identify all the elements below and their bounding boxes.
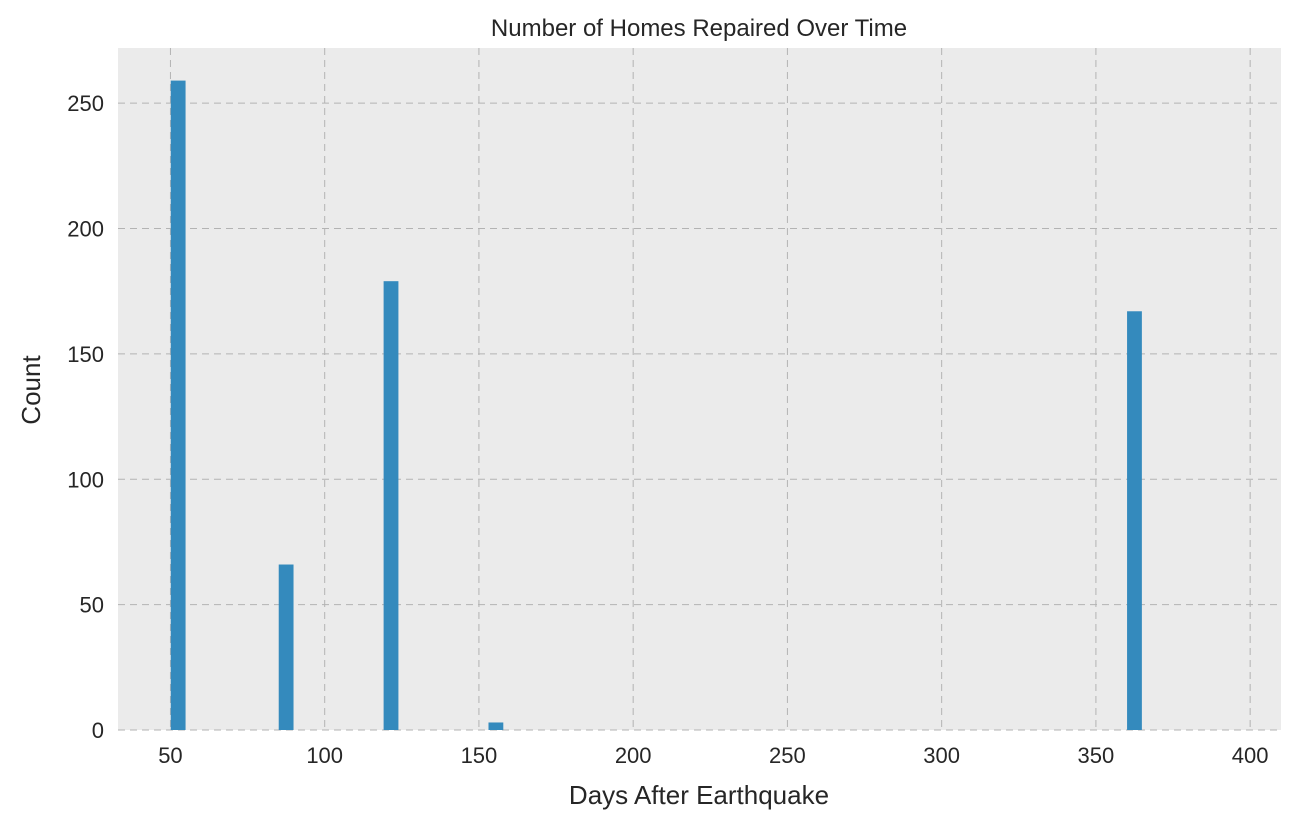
bars bbox=[170, 80, 1142, 731]
y-tick-label: 150 bbox=[67, 342, 104, 367]
chart-title: Number of Homes Repaired Over Time bbox=[491, 15, 907, 42]
x-tick-label: 350 bbox=[1078, 743, 1115, 768]
x-tick-label: 150 bbox=[461, 743, 498, 768]
histogram-bar bbox=[488, 722, 504, 730]
histogram-bar bbox=[383, 281, 399, 730]
x-tick-label: 50 bbox=[158, 743, 182, 768]
y-tick-label: 50 bbox=[80, 593, 104, 618]
histogram-bar bbox=[1127, 311, 1142, 730]
histogram-bar bbox=[278, 564, 294, 730]
y-tick-label: 250 bbox=[67, 91, 104, 116]
y-axis-label: Count bbox=[16, 355, 46, 425]
x-tick-label: 250 bbox=[769, 743, 806, 768]
x-tick-label: 300 bbox=[923, 743, 960, 768]
y-axis-ticks: 0 50 100 150 200 250 bbox=[67, 91, 104, 743]
grid-lines bbox=[118, 48, 1281, 731]
y-tick-label: 200 bbox=[67, 217, 104, 242]
histogram-bar bbox=[170, 80, 186, 731]
y-tick-label: 0 bbox=[92, 718, 104, 743]
x-tick-label: 100 bbox=[306, 743, 343, 768]
y-tick-label: 100 bbox=[67, 467, 104, 492]
x-tick-label: 400 bbox=[1232, 743, 1269, 768]
x-tick-label: 200 bbox=[615, 743, 652, 768]
plot-area bbox=[118, 48, 1281, 730]
x-axis-ticks: 50 100 150 200 250 300 350 400 bbox=[158, 743, 1268, 768]
x-axis-label: Days After Earthquake bbox=[569, 780, 829, 810]
